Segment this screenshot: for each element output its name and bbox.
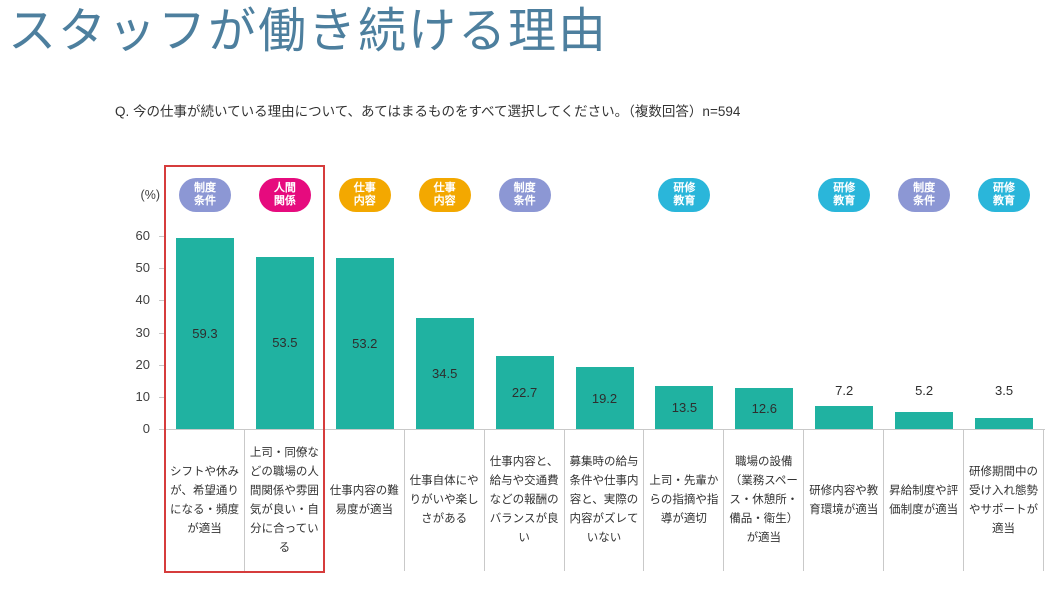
- category-badge: 人間 関係: [258, 178, 311, 212]
- bar-value: 53.2: [352, 335, 378, 351]
- category-badge: 仕事 内容: [418, 178, 471, 212]
- bar-value: 19.2: [591, 390, 618, 406]
- y-tick-label: 20: [135, 356, 150, 372]
- category-label: シフトや休みが、希望通りになる・頻度が適当: [165, 430, 245, 571]
- bar-value: 12.6: [751, 401, 777, 417]
- y-tick-label: 10: [135, 388, 150, 404]
- y-tick-mark: [159, 300, 165, 302]
- x-axis-line: [165, 429, 1045, 430]
- y-axis-unit-label: (%): [140, 188, 160, 202]
- category-label: 職場の設備（業務スペース・休憩所・備品・衛生）が適当: [724, 430, 805, 571]
- category-label: 仕事内容の難易度が適当: [325, 430, 405, 571]
- y-tick-mark: [159, 268, 165, 270]
- y-tick-mark: [159, 236, 165, 237]
- bar-value: 34.5: [432, 366, 458, 381]
- bar: [415, 318, 474, 429]
- bar: [655, 385, 714, 429]
- bar: [815, 405, 874, 429]
- category-label: 仕事自体にやりがいや楽しさがある: [405, 430, 485, 571]
- category-badge: 研修 教育: [658, 178, 711, 212]
- category-label: 昇給制度や評価制度が適当: [884, 430, 965, 571]
- y-tick-label: 0: [142, 421, 150, 436]
- y-tick-mark: [159, 396, 165, 398]
- page-title: スタッフが働き続ける理由: [8, 5, 609, 58]
- y-tick-label: 50: [135, 260, 150, 276]
- y-tick-mark: [159, 429, 165, 430]
- category-label: 上司・先輩からの指摘や指導が適切: [644, 430, 725, 571]
- bar-value: 7.2: [835, 383, 854, 398]
- y-tick-label: 60: [135, 228, 150, 243]
- y-tick-mark: [159, 364, 165, 366]
- bar: [495, 355, 554, 429]
- bar-value: 5.2: [915, 383, 934, 398]
- category-label: 研修期間中の受け入れ態勢やサポートが適当: [964, 430, 1044, 571]
- category-label: 募集時の給与条件や仕事内容と、実際の内容がズレていない: [565, 430, 645, 571]
- survey-question: Q. 今の仕事が続いている理由について、あてはまるものをすべて選択してください。…: [115, 104, 741, 119]
- category-badge: 制度 条件: [898, 178, 951, 212]
- bar-value: 13.5: [671, 399, 698, 415]
- bar-value: 3.5: [994, 383, 1014, 398]
- category-badge: 制度 条件: [178, 178, 231, 212]
- bar: [175, 238, 234, 429]
- category-label: 仕事内容と、給与や交通費などの報酬のバランスが良い: [485, 430, 565, 571]
- category-badge: 仕事 内容: [338, 178, 391, 212]
- category-badge: 研修 教育: [978, 178, 1031, 212]
- y-tick-label: 30: [135, 324, 150, 340]
- category-label: 研修内容や教育環境が適当: [804, 430, 885, 571]
- bar: [575, 367, 634, 429]
- category-badge: 研修 教育: [818, 178, 871, 212]
- y-tick-mark: [159, 332, 165, 334]
- bar: [335, 257, 394, 429]
- bar: [895, 412, 954, 429]
- bar: [255, 256, 314, 429]
- bar-value: 22.7: [511, 384, 538, 400]
- category-badge: 制度 条件: [498, 178, 551, 212]
- highlight-box: [164, 165, 325, 573]
- y-tick-label: 40: [135, 292, 150, 308]
- bar-value: 53.5: [272, 335, 298, 351]
- bar-value: 59.3: [192, 326, 218, 342]
- bar: [735, 388, 794, 429]
- category-label: 上司・同僚などの職場の人間関係や雰囲気が良い・自分に合っている: [245, 430, 325, 571]
- bar: [975, 417, 1034, 429]
